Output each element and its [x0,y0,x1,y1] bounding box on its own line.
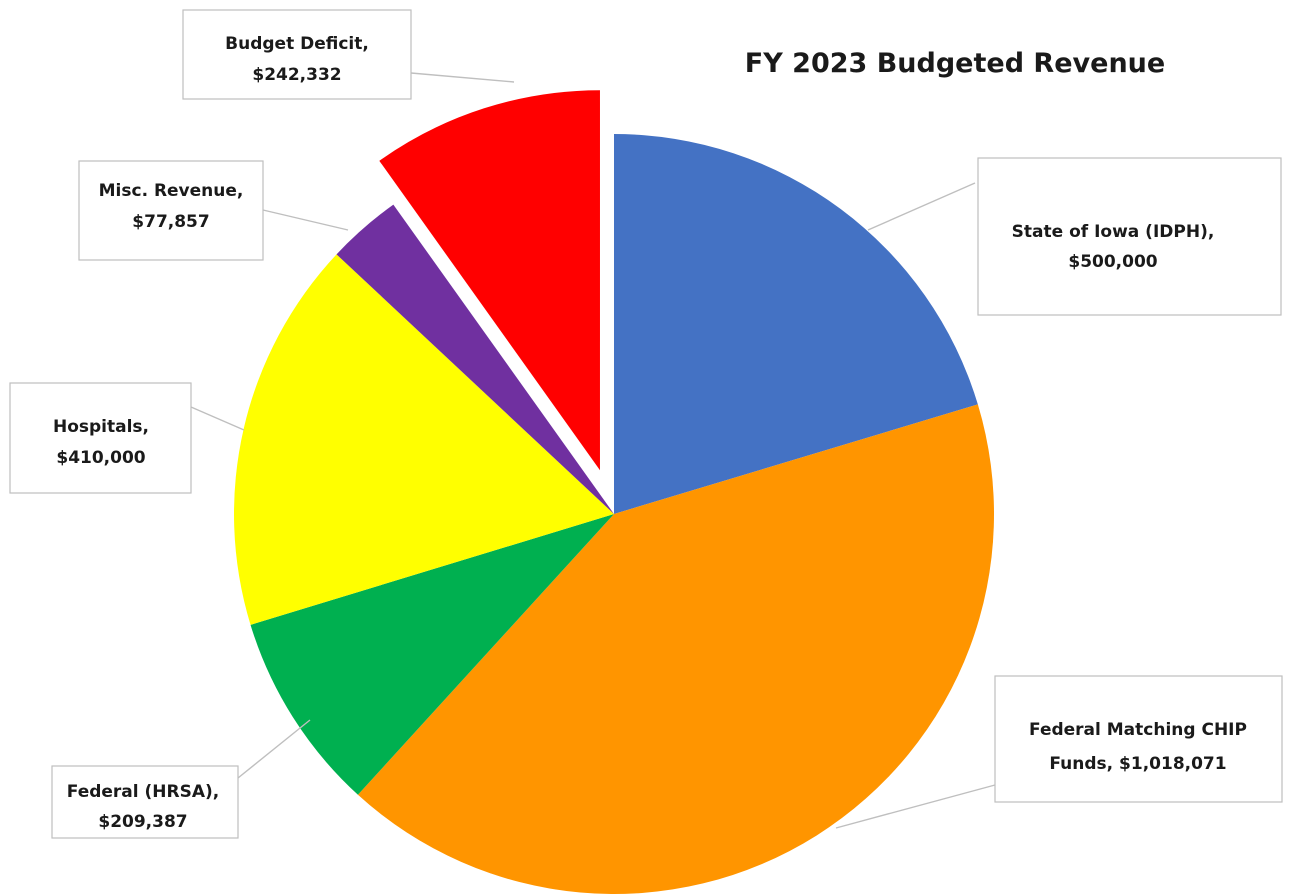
data-label-box-budget-deficit [182,9,412,100]
leader-line-budget-deficit [410,72,515,83]
chart-title: FY 2023 Budgeted Revenue [745,48,1165,79]
data-labels: State of Iowa (IDPH), $500,000 Federal Mat… [9,9,1283,839]
pie-slice-misc-revenue [336,204,614,514]
data-label-category-federal-hrsa: Federal (HRSA), [67,782,219,802]
pie-slice-hospitals [234,254,615,625]
pie-slice-state-of-iowa-idph [614,134,978,514]
data-label-category-state-of-iowa-idph: State of Iowa (IDPH), [1012,222,1215,242]
data-label-category-budget-deficit: Budget Deficit, [225,34,369,54]
data-label-box-state-of-iowa-idph [977,157,1282,316]
leader-line-federal-hrsa [237,719,311,779]
data-label-value-misc-revenue: $77,857 [132,212,209,232]
data-label-value-budget-deficit: $242,332 [252,65,341,85]
data-label-category-federal-matching-chip-funds: Federal Matching CHIP [1029,720,1247,740]
data-label-category-hospitals: Hospitals, [53,417,149,437]
data-label-box-federal-matching-chip-funds [994,675,1283,803]
data-label-value-federal-hrsa: $209,387 [98,812,187,832]
data-label-box-federal-hrsa [51,765,239,839]
data-label-category-misc-revenue: Misc. Revenue, [99,181,244,201]
data-label-box-hospitals [9,382,192,494]
leader-line-hospitals [190,406,245,431]
data-label-value-federal-matching-chip-funds: Funds, $1,018,071 [1049,754,1226,774]
leader-line-federal-matching-chip-funds [835,784,996,829]
leader-lines [190,72,996,829]
data-label-value-state-of-iowa-idph: $500,000 [1068,252,1157,272]
pie-slice-federal-hrsa [250,514,614,795]
pie-slice-federal-matching-chip-funds [357,404,995,895]
leader-line-state-of-iowa-idph [867,182,976,231]
leader-line-misc-revenue [262,209,349,231]
pie-slice-budget-deficit [379,90,600,471]
data-label-box-misc-revenue [78,160,264,261]
data-label-value-hospitals: $410,000 [56,448,145,468]
pie-slices [234,90,995,895]
